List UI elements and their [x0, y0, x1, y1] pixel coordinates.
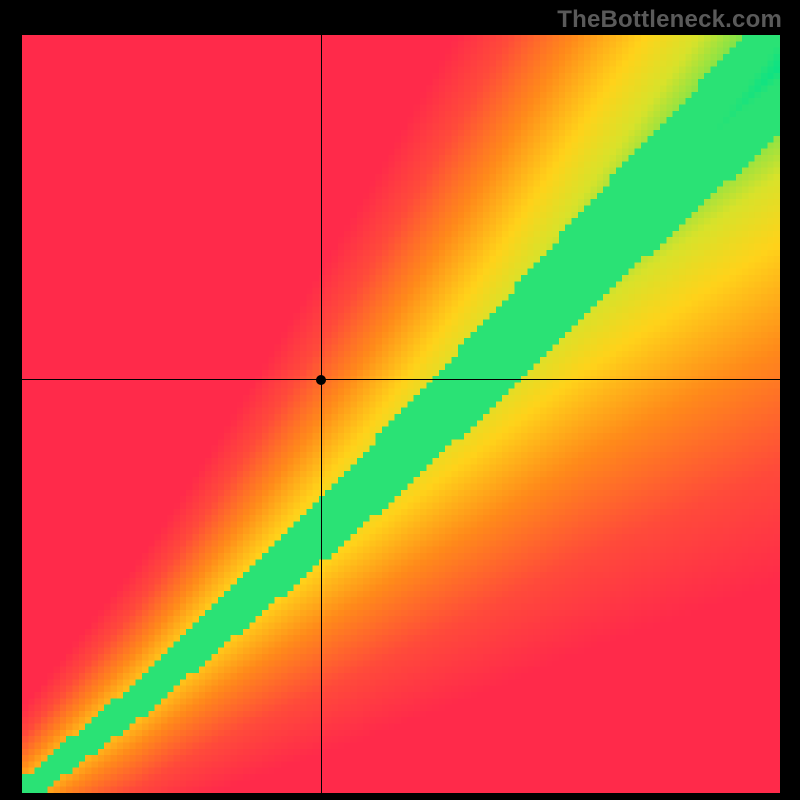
plot-area: [22, 35, 780, 793]
heatmap-canvas: [22, 35, 780, 793]
chart-frame: TheBottleneck.com: [0, 0, 800, 800]
watermark-label: TheBottleneck.com: [557, 6, 782, 34]
